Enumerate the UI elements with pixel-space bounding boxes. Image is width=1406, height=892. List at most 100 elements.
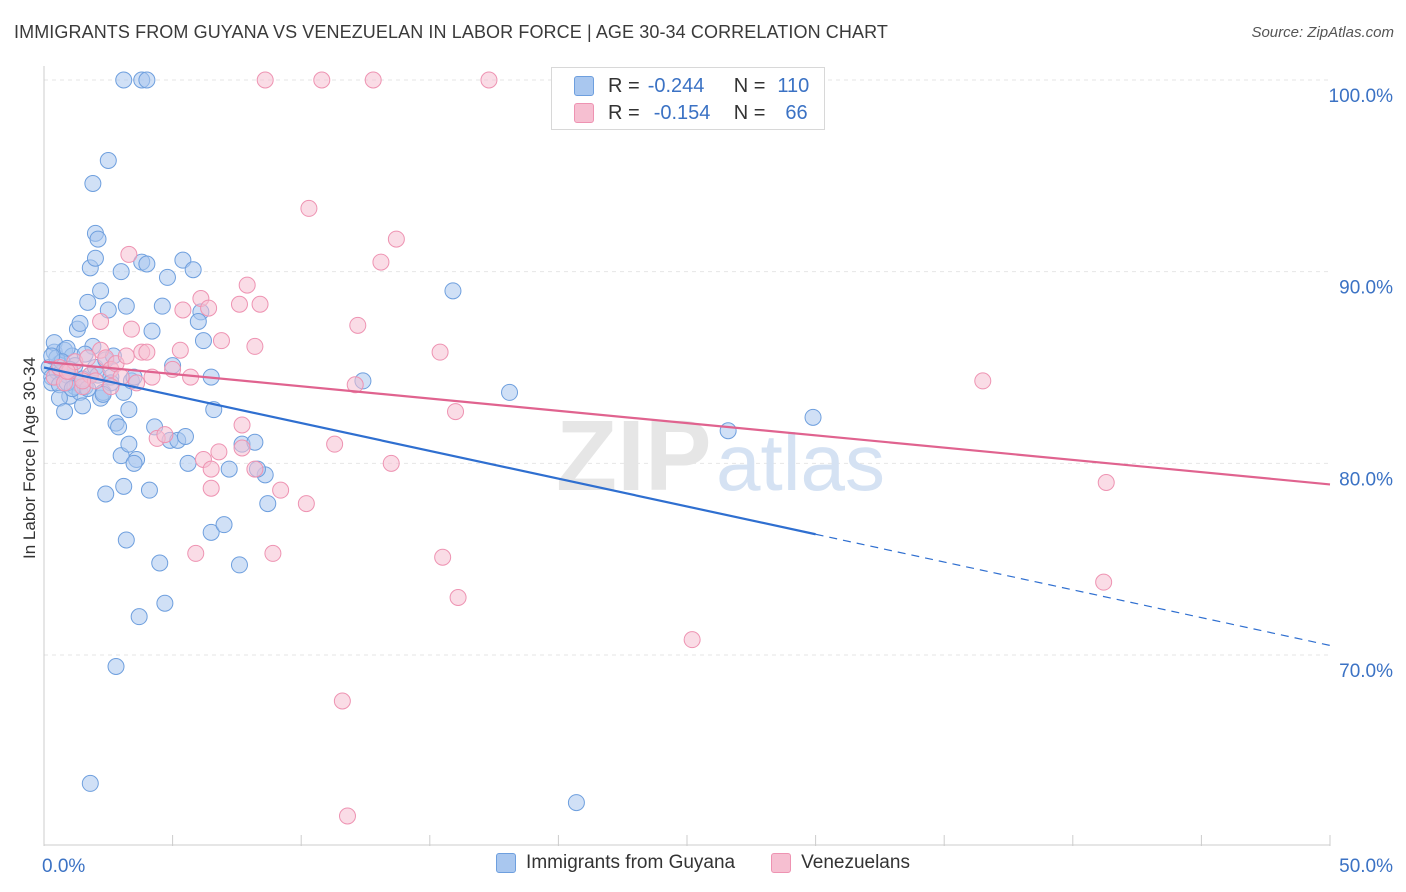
guyana-point	[125, 454, 143, 472]
venezuelan-point	[1097, 474, 1115, 491]
guyana-point	[140, 481, 158, 499]
source-credit: Source: ZipAtlas.com	[1251, 24, 1394, 41]
guyana-point	[156, 594, 174, 612]
venezuelan-point	[431, 343, 449, 361]
guyana-point	[501, 383, 519, 401]
guyana-point	[117, 297, 135, 315]
guyana-point	[81, 774, 99, 792]
venezuelan-point	[338, 807, 356, 825]
legend-item-guyana[interactable]: Immigrants from Guyana	[496, 852, 735, 874]
venezuelan-point	[233, 416, 251, 434]
venezuelan-point	[346, 376, 364, 394]
venezuelan-point	[974, 372, 992, 390]
venezuelan-point	[200, 299, 218, 317]
y-tick-label: 90.0%	[1339, 278, 1393, 299]
venezuelan-point	[251, 295, 269, 313]
venezuelan-point	[313, 71, 331, 89]
guyana-point	[176, 428, 194, 445]
r-label: R =	[608, 101, 640, 124]
watermark-atlas: atlas	[716, 418, 885, 507]
guyana-point	[158, 268, 176, 286]
guyana-point	[107, 658, 125, 675]
chart-title: IMMIGRANTS FROM GUYANA VS VENEZUELAN IN …	[14, 22, 888, 42]
guyana-point	[110, 418, 128, 436]
guyana-point	[86, 249, 104, 267]
x-tick-label: 50.0%	[1339, 856, 1393, 877]
venezuelan-trend-line	[43, 360, 1331, 486]
guyana-swatch	[574, 76, 594, 96]
venezuelan-point	[117, 347, 135, 365]
guyana-point	[153, 297, 171, 315]
stats-row-guyana: R = -0.244 N = 110	[574, 73, 809, 99]
y-tick-label: 80.0%	[1339, 469, 1393, 490]
guyana-point	[138, 255, 156, 273]
venezuelan-point	[480, 71, 498, 89]
guyana-point	[719, 422, 737, 440]
venezuelan-point	[1095, 573, 1113, 591]
guyana-point	[56, 403, 74, 421]
n-label: N =	[733, 101, 766, 124]
venezuelan-point	[272, 481, 290, 499]
guyana-trend-extension	[815, 533, 1331, 647]
venezuelan-point	[79, 349, 97, 367]
guyana-point	[184, 261, 202, 279]
axes: 70.0% 80.0% 90.0% 100.0% 0.0% 50.0%	[42, 66, 1393, 877]
guyana-point	[99, 152, 117, 169]
guyana-trend-line	[43, 366, 816, 536]
venezuelan-point	[92, 313, 110, 330]
venezuelan-point	[683, 631, 701, 649]
trend-lines	[43, 360, 1331, 647]
guyana-point	[115, 477, 133, 495]
guyana-point	[444, 282, 462, 300]
venezuelan-point	[264, 544, 282, 562]
guyana-point	[179, 454, 197, 472]
venezuelan-point	[297, 495, 315, 513]
guyana-point	[130, 608, 148, 626]
guyana-point	[804, 408, 822, 426]
guyana-point	[220, 460, 238, 478]
venezuelan-point	[246, 337, 264, 355]
guyana-point	[92, 282, 110, 300]
x-tick-label: 0.0%	[42, 856, 85, 877]
stats-legend: R = -0.244 N = 110 R = -0.154 N = 66	[551, 67, 825, 130]
guyana-point	[138, 71, 156, 89]
venezuelan-point	[138, 343, 156, 361]
guyana-point	[112, 263, 130, 281]
points	[40, 71, 1115, 825]
venezuelan-point	[171, 341, 189, 359]
guyana-point	[74, 397, 92, 415]
guyana-point	[230, 556, 248, 574]
venezuelan-point	[326, 435, 344, 453]
guyana-point	[259, 495, 277, 513]
r-label: R =	[608, 74, 640, 97]
legend-swatch-venezuelan	[771, 853, 792, 873]
venezuelan-point	[246, 460, 264, 478]
guyana-point	[567, 794, 585, 812]
legend-label-guyana: Immigrants from Guyana	[526, 852, 736, 873]
venezuelan-point	[333, 692, 351, 710]
venezuelan-point	[434, 548, 452, 566]
venezuelan-point	[156, 426, 174, 444]
guyana-point	[202, 523, 220, 541]
venezuelan-point	[349, 316, 367, 334]
venezuelan-point	[447, 403, 465, 421]
venezuelan-point	[202, 479, 220, 497]
guyana-point	[143, 322, 161, 340]
venezuelan-r-value: -0.154	[653, 101, 711, 124]
n-label: N =	[733, 74, 766, 97]
venezuelan-point	[212, 332, 230, 350]
venezuelan-point	[174, 301, 192, 319]
legend-swatch-guyana	[496, 853, 517, 873]
venezuelan-n-value: 66	[785, 101, 808, 124]
guyana-point	[89, 230, 107, 248]
guyana-point	[120, 435, 138, 453]
y-tick-label: 100.0%	[1329, 86, 1394, 107]
venezuelan-point	[372, 253, 390, 271]
legend-item-venezuelan[interactable]: Venezuelans	[771, 852, 910, 874]
venezuelan-swatch	[574, 103, 594, 123]
y-tick-label: 70.0%	[1339, 661, 1393, 682]
legend-label-venezuelan: Venezuelans	[801, 852, 910, 873]
guyana-point	[194, 332, 212, 350]
guyana-point	[189, 313, 207, 330]
venezuelan-point	[364, 71, 382, 89]
